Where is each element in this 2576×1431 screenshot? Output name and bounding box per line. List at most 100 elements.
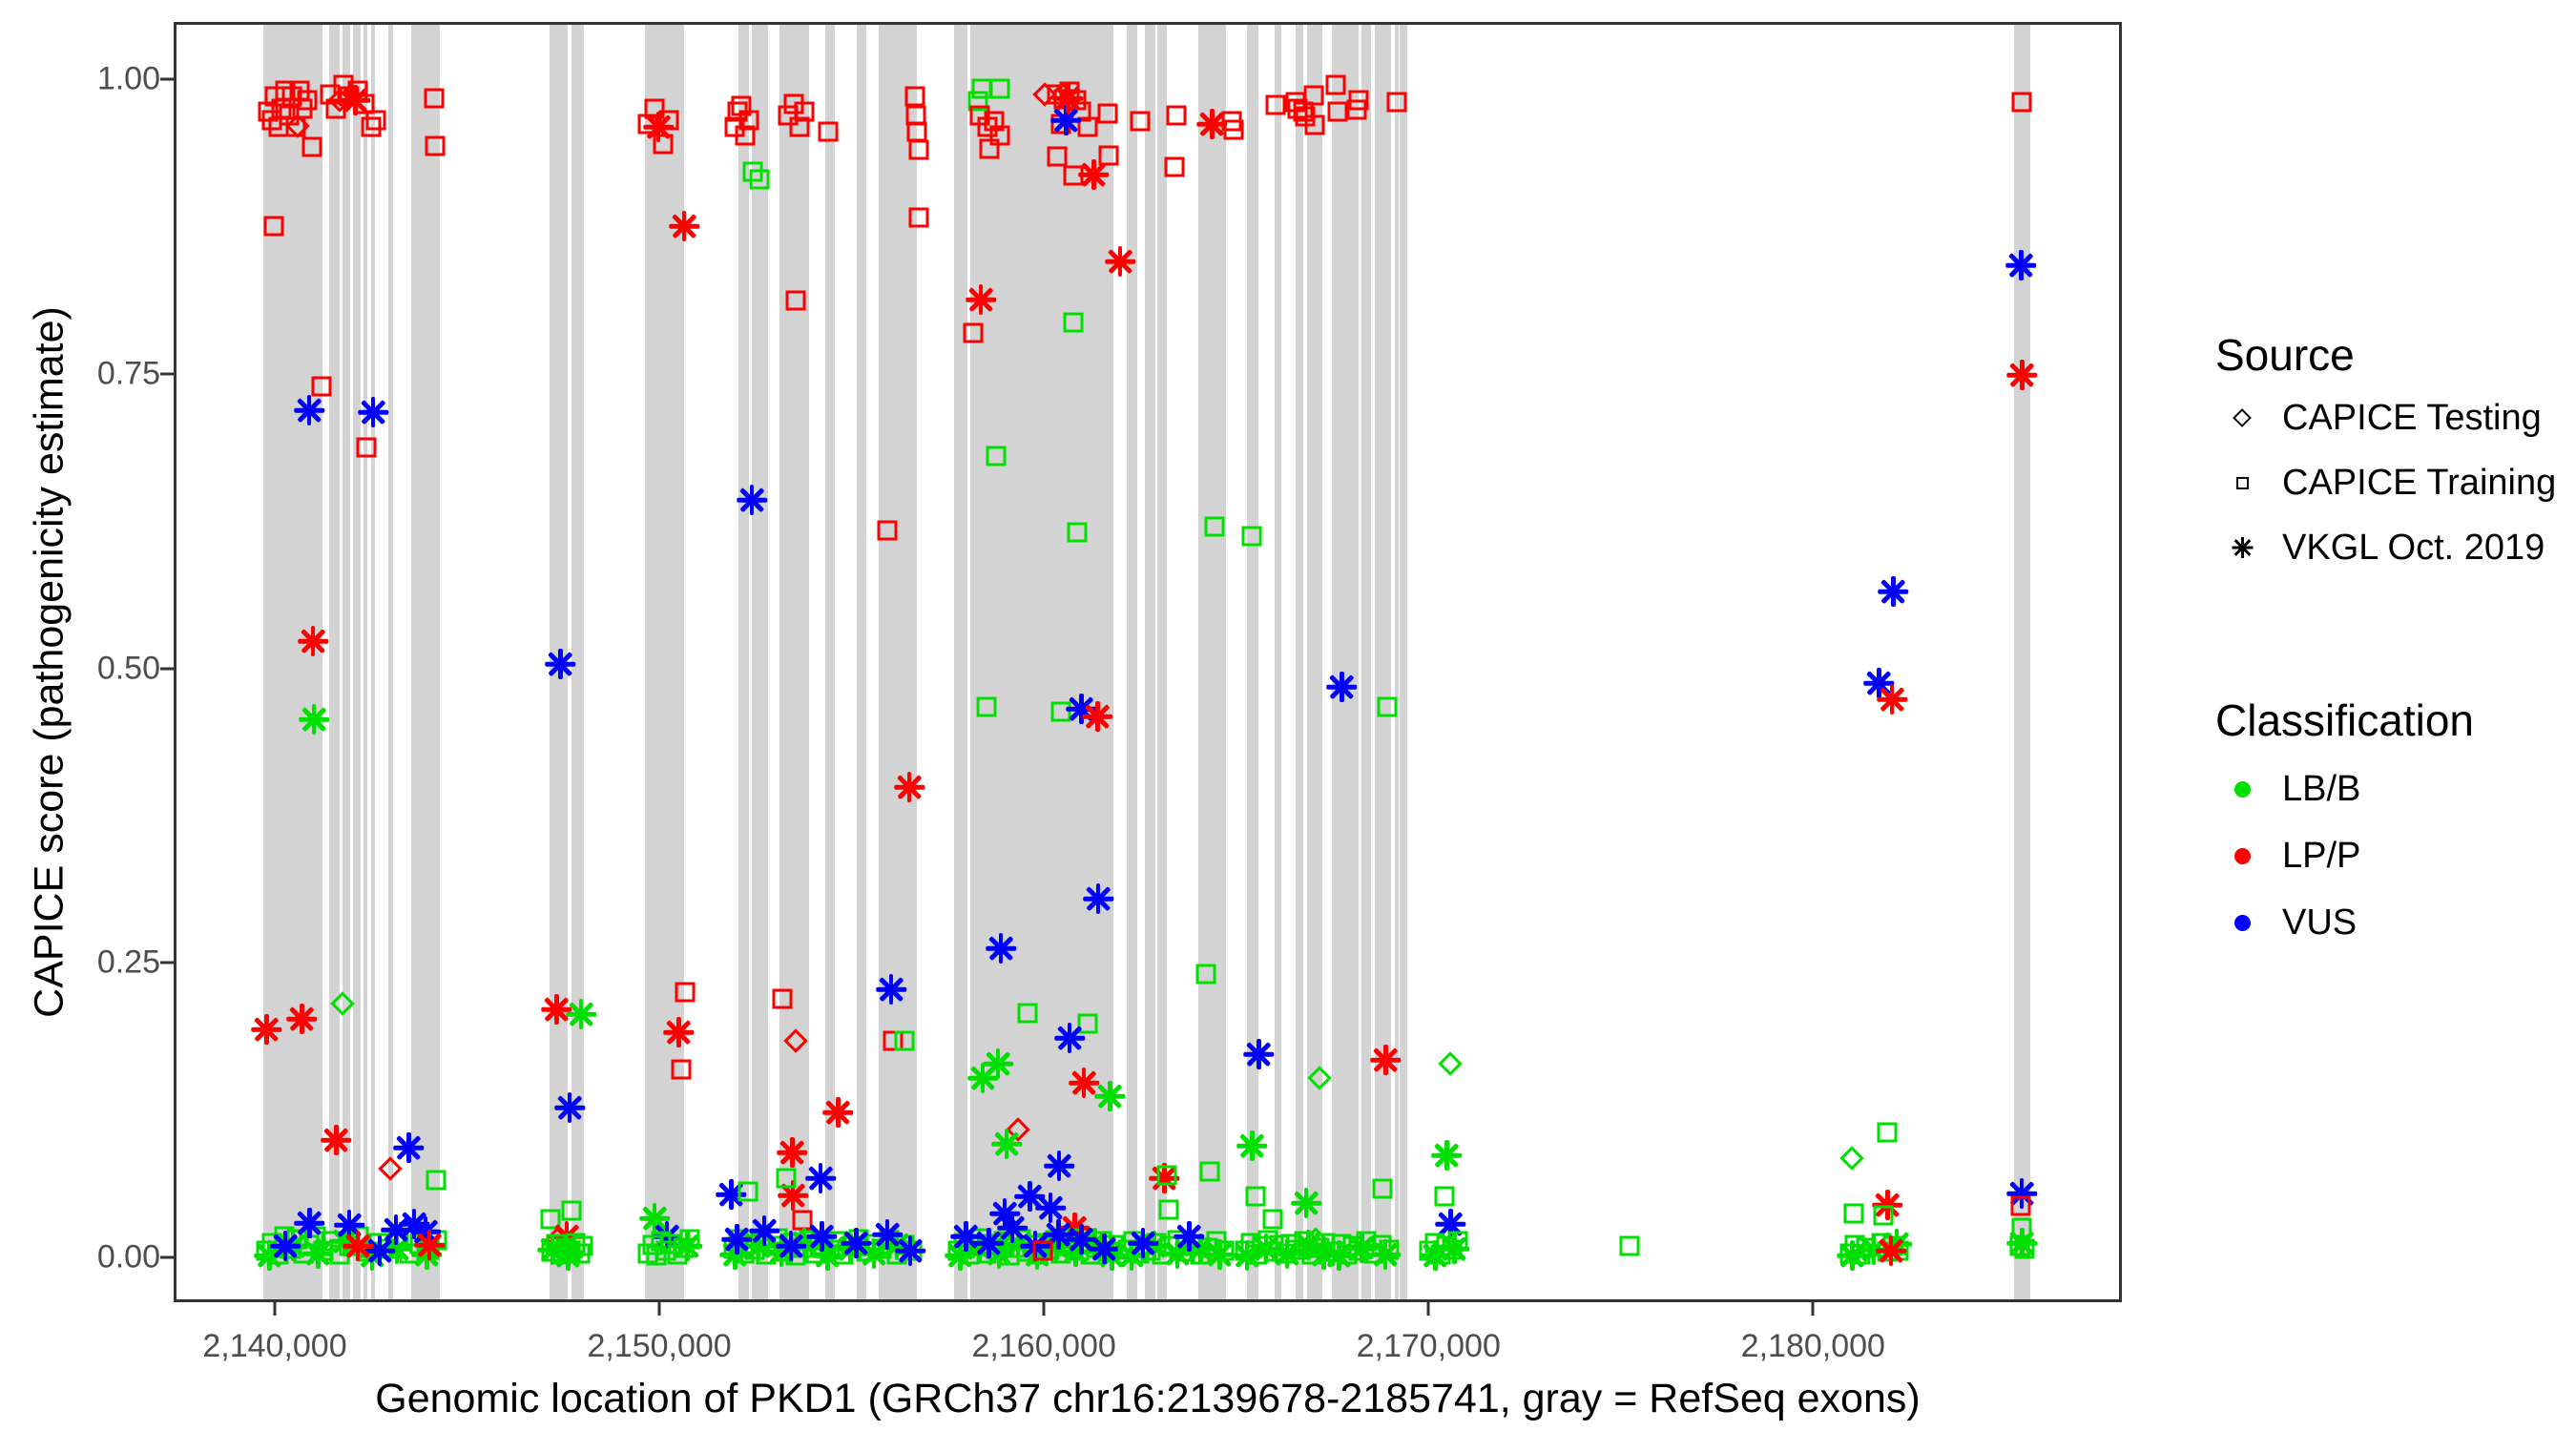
data-point <box>1304 114 1325 135</box>
data-point <box>1619 1235 1640 1256</box>
data-point <box>333 74 354 95</box>
data-point <box>361 116 382 137</box>
legend-item-vkgl: VKGL Oct. 2019 <box>2215 514 2545 581</box>
data-point <box>1164 156 1185 177</box>
y-axis-tick <box>160 77 174 81</box>
y-axis-tick-label: 0.50 <box>96 650 160 687</box>
data-point <box>1386 92 1407 113</box>
data-point <box>1223 119 1244 140</box>
red-dot-icon <box>2215 847 2269 864</box>
green-dot-icon <box>2215 780 2269 798</box>
data-point <box>301 136 322 157</box>
x-axis-tick-label: 2,150,000 <box>587 1328 732 1364</box>
y-axis-tick-label: 0.00 <box>96 1238 160 1275</box>
refseq-exon-band <box>954 25 968 1299</box>
data-point <box>785 290 806 311</box>
plot-panel <box>174 22 2122 1302</box>
data-point <box>275 80 296 101</box>
data-point <box>737 1181 758 1202</box>
blue-dot-icon <box>2215 914 2269 931</box>
data-point <box>281 86 302 107</box>
data-point <box>976 696 997 717</box>
refseq-exon-band <box>1394 25 1399 1299</box>
data-point <box>279 105 300 126</box>
data-point <box>1063 312 1084 333</box>
refseq-exon-band <box>1246 25 1258 1299</box>
data-point <box>1098 145 1119 166</box>
refseq-exon-band <box>364 25 368 1299</box>
refseq-exon-band <box>970 25 1114 1299</box>
data-point <box>1241 526 1262 547</box>
x-axis-tick <box>1042 1302 1046 1316</box>
data-point <box>1434 1186 1455 1207</box>
refseq-exon-band <box>779 25 810 1299</box>
refseq-exon-band <box>353 25 362 1299</box>
x-axis-tick-label: 2,140,000 <box>202 1328 347 1364</box>
refseq-exon-band <box>1144 25 1156 1299</box>
refseq-exon-band <box>410 25 441 1299</box>
refseq-exon-band <box>644 25 685 1299</box>
data-point <box>877 520 898 541</box>
data-point <box>1156 1165 1177 1186</box>
data-point <box>794 101 815 122</box>
data-point <box>644 98 665 119</box>
data-point <box>1843 1203 1864 1224</box>
data-point <box>1158 1199 1179 1220</box>
data-point <box>1839 1145 1864 1171</box>
refseq-exon-band <box>825 25 836 1299</box>
data-point <box>540 1209 561 1230</box>
y-axis-tick <box>160 667 174 671</box>
legend-item-label: CAPICE Training <box>2282 462 2557 503</box>
refseq-exon-band <box>1157 25 1168 1299</box>
data-point <box>1047 146 1068 167</box>
data-point <box>1245 1186 1266 1207</box>
x-axis-tick <box>657 1302 661 1316</box>
data-point <box>356 437 377 458</box>
data-point <box>908 139 929 160</box>
refseq-exon-band <box>571 25 584 1299</box>
diamond-icon <box>2215 408 2269 427</box>
refseq-exon-band <box>2013 25 2031 1299</box>
data-point <box>979 138 1000 159</box>
y-axis-tick <box>160 1255 174 1259</box>
data-point <box>667 1244 688 1265</box>
data-point <box>967 91 988 112</box>
y-axis-tick-label: 0.75 <box>96 355 160 392</box>
refseq-exon-band <box>1296 25 1304 1299</box>
refseq-exon-band <box>1375 25 1391 1299</box>
legend-item-capice-training: CAPICE Training <box>2215 449 2556 516</box>
legend-item-label: VKGL Oct. 2019 <box>2282 527 2545 568</box>
y-axis-title: CAPICE score (pathogenicity estimate) <box>26 306 73 1018</box>
data-point <box>311 376 332 397</box>
refseq-exon-band <box>1400 25 1407 1299</box>
refseq-exon-band <box>388 25 393 1299</box>
data-point <box>772 988 793 1009</box>
legend-item-vus: VUS <box>2215 889 2357 956</box>
data-point <box>738 110 759 131</box>
data-point <box>1032 1240 1053 1261</box>
data-point <box>1325 74 1346 95</box>
data-point <box>883 1030 904 1051</box>
data-point <box>742 161 763 182</box>
data-point <box>377 1156 403 1181</box>
data-point <box>969 105 990 126</box>
refseq-exon-band <box>857 25 866 1299</box>
data-point <box>1877 1122 1898 1142</box>
x-axis-tick <box>1811 1302 1815 1316</box>
y-axis-tick-label: 0.25 <box>96 944 160 981</box>
y-axis-tick-label: 1.00 <box>96 60 160 97</box>
data-point <box>1873 1205 1894 1226</box>
data-point <box>986 446 1007 467</box>
data-point <box>2011 92 2032 113</box>
data-point <box>1199 1161 1220 1182</box>
data-point <box>1195 964 1216 985</box>
legend-item-lpp: LP/P <box>2215 822 2360 889</box>
x-axis-tick-label: 2,160,000 <box>971 1328 1116 1364</box>
legend-item-label: VUS <box>2282 902 2358 943</box>
data-point <box>776 1168 797 1189</box>
data-point <box>1437 1051 1463 1076</box>
legend-item-label: LB/B <box>2282 768 2361 809</box>
data-point <box>1372 1178 1393 1199</box>
data-point <box>1262 1209 1283 1230</box>
refseq-exon-band <box>263 25 323 1299</box>
